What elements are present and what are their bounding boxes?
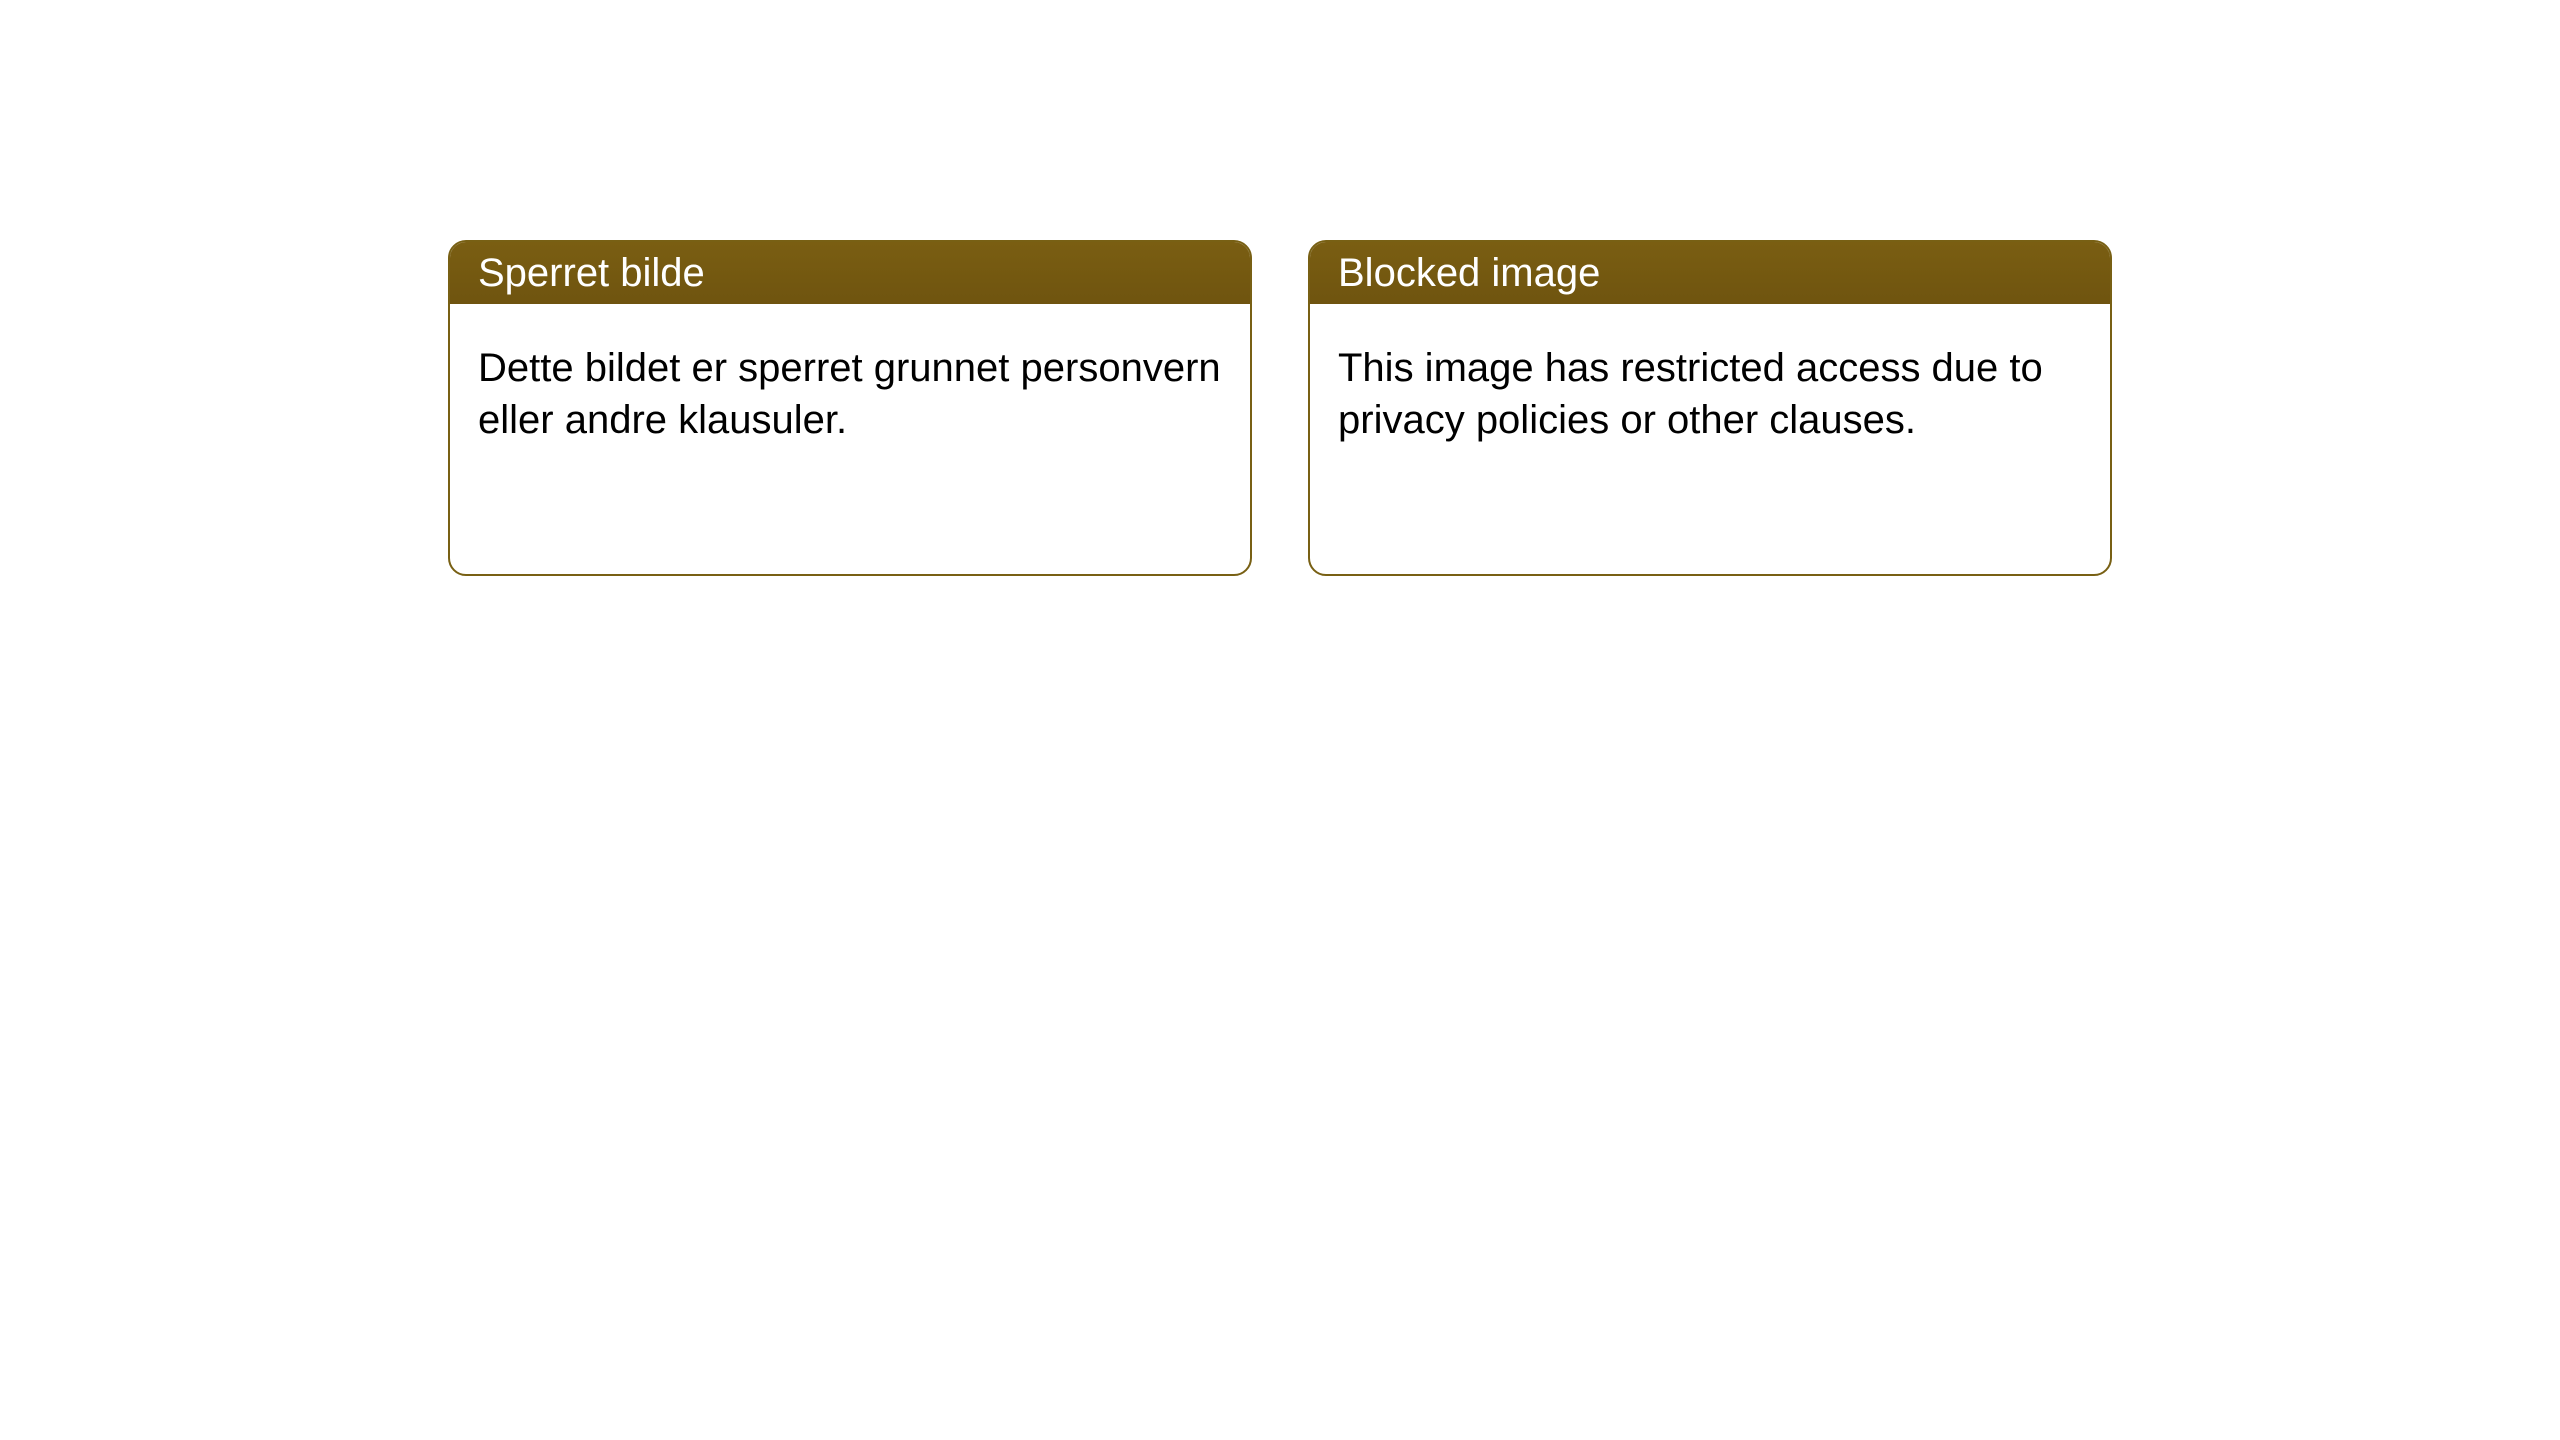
- notice-title: Blocked image: [1338, 251, 1600, 296]
- notice-body: Dette bildet er sperret grunnet personve…: [450, 304, 1250, 484]
- notice-card-english: Blocked image This image has restricted …: [1308, 240, 2112, 576]
- notice-body-text: This image has restricted access due to …: [1338, 346, 2043, 442]
- notice-body-text: Dette bildet er sperret grunnet personve…: [478, 346, 1221, 442]
- notice-header: Sperret bilde: [450, 242, 1250, 304]
- notice-title: Sperret bilde: [478, 251, 705, 296]
- notice-container: Sperret bilde Dette bildet er sperret gr…: [0, 0, 2560, 576]
- notice-body: This image has restricted access due to …: [1310, 304, 2110, 484]
- notice-header: Blocked image: [1310, 242, 2110, 304]
- notice-card-norwegian: Sperret bilde Dette bildet er sperret gr…: [448, 240, 1252, 576]
